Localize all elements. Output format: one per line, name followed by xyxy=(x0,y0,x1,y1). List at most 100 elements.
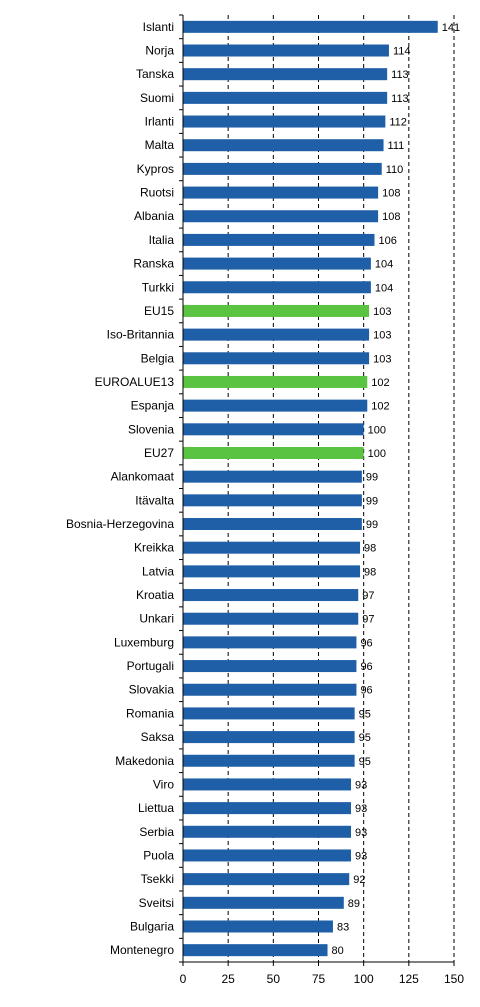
category-label: Kypros xyxy=(137,162,174,176)
x-tick-label: 0 xyxy=(180,972,187,986)
category-label: Makedonia xyxy=(115,754,174,768)
x-tick-label: 150 xyxy=(444,972,464,986)
category-label: Islanti xyxy=(143,20,174,34)
category-label: Kroatia xyxy=(136,588,174,602)
category-label: Slovenia xyxy=(128,422,174,436)
value-label: 93 xyxy=(355,779,367,791)
value-label: 95 xyxy=(359,756,371,768)
value-label: 104 xyxy=(375,259,393,271)
bar-10 xyxy=(183,233,375,246)
bar-31 xyxy=(183,731,355,744)
category-label: EU15 xyxy=(144,304,174,318)
value-label: 96 xyxy=(360,661,372,673)
category-label: Portugali xyxy=(127,659,174,673)
category-label: Turkki xyxy=(142,280,174,294)
x-tick-label: 25 xyxy=(221,972,235,986)
category-label: Puola xyxy=(143,848,174,862)
value-label: 98 xyxy=(364,543,376,555)
bar-4 xyxy=(183,91,388,104)
category-label: Italia xyxy=(149,233,175,247)
value-label: 97 xyxy=(362,590,374,602)
category-label: Liettua xyxy=(138,801,174,815)
bar-1 xyxy=(183,20,438,33)
bar-33 xyxy=(183,778,352,791)
value-label: 93 xyxy=(355,827,367,839)
category-label: Bosnia-Herzegovina xyxy=(66,517,174,531)
category-label: Montenegro xyxy=(110,943,174,957)
x-tick-label: 125 xyxy=(399,972,419,986)
value-label: 96 xyxy=(360,685,372,697)
bar-39 xyxy=(183,920,333,933)
bar-3 xyxy=(183,68,388,81)
value-label: 113 xyxy=(391,69,409,81)
value-label: 103 xyxy=(373,353,391,365)
value-label: 108 xyxy=(382,211,400,223)
value-label: 113 xyxy=(391,93,409,105)
value-label: 97 xyxy=(362,614,374,626)
bars xyxy=(183,20,438,957)
bar-34 xyxy=(183,802,352,815)
category-label: Slovakia xyxy=(129,683,175,697)
x-tick-label: 75 xyxy=(312,972,326,986)
category-label: Espanja xyxy=(131,399,175,413)
category-label: Ranska xyxy=(133,257,174,271)
value-label: 98 xyxy=(364,566,376,578)
bar-20 xyxy=(183,470,362,483)
value-label: 93 xyxy=(355,803,367,815)
value-label: 80 xyxy=(332,945,344,957)
bar-35 xyxy=(183,825,352,838)
grid-lines xyxy=(227,15,455,962)
value-label: 95 xyxy=(359,732,371,744)
x-axis: 0 25 50 75 100 125 150 xyxy=(179,14,464,986)
category-label: Alankomaat xyxy=(111,470,175,484)
value-label: 103 xyxy=(373,330,391,342)
value-label: 89 xyxy=(348,898,360,910)
bar-30 xyxy=(183,707,355,720)
value-label: 100 xyxy=(368,448,386,460)
value-label: 141 xyxy=(442,22,460,34)
category-label: Iso-Britannia xyxy=(107,328,175,342)
value-label: 96 xyxy=(360,637,372,649)
bar-12 xyxy=(183,281,371,294)
value-label: 106 xyxy=(379,235,397,247)
bar-11 xyxy=(183,257,371,270)
bar-6 xyxy=(183,139,384,152)
bar-37 xyxy=(183,873,350,886)
category-label: Luxemburg xyxy=(114,635,174,649)
x-tick-label: 100 xyxy=(354,972,374,986)
x-tick-label: 50 xyxy=(267,972,281,986)
value-label: 95 xyxy=(359,708,371,720)
bar-14 xyxy=(183,328,370,341)
category-label: Ruotsi xyxy=(140,186,174,200)
bar-27 xyxy=(183,636,357,649)
category-label: Irlanti xyxy=(145,115,174,129)
bar-24 xyxy=(183,565,361,578)
bar-17 xyxy=(183,399,368,412)
value-label: 92 xyxy=(353,874,365,886)
value-label: 104 xyxy=(375,282,393,294)
bar-32 xyxy=(183,754,355,767)
category-label: Saksa xyxy=(141,730,175,744)
category-label: Tsekki xyxy=(141,872,174,886)
bar-28 xyxy=(183,660,357,673)
bar-15 xyxy=(183,352,370,365)
category-label: Belgia xyxy=(141,351,175,365)
category-label: EU27 xyxy=(144,446,174,460)
value-label: 108 xyxy=(382,188,400,200)
category-label: Suomi xyxy=(140,91,174,105)
category-label: Bulgaria xyxy=(130,919,174,933)
bar-26 xyxy=(183,612,359,625)
bar-16 xyxy=(183,375,368,388)
bar-23 xyxy=(183,541,361,554)
value-label: 99 xyxy=(366,519,378,531)
category-label: Itävalta xyxy=(135,493,174,507)
value-label: 102 xyxy=(371,401,389,413)
category-label: Malta xyxy=(145,138,175,152)
bar-18 xyxy=(183,423,364,436)
bar-13 xyxy=(183,304,370,317)
value-label: 110 xyxy=(386,164,404,176)
bar-40 xyxy=(183,944,328,957)
value-label: 100 xyxy=(368,424,386,436)
bar-38 xyxy=(183,896,344,909)
